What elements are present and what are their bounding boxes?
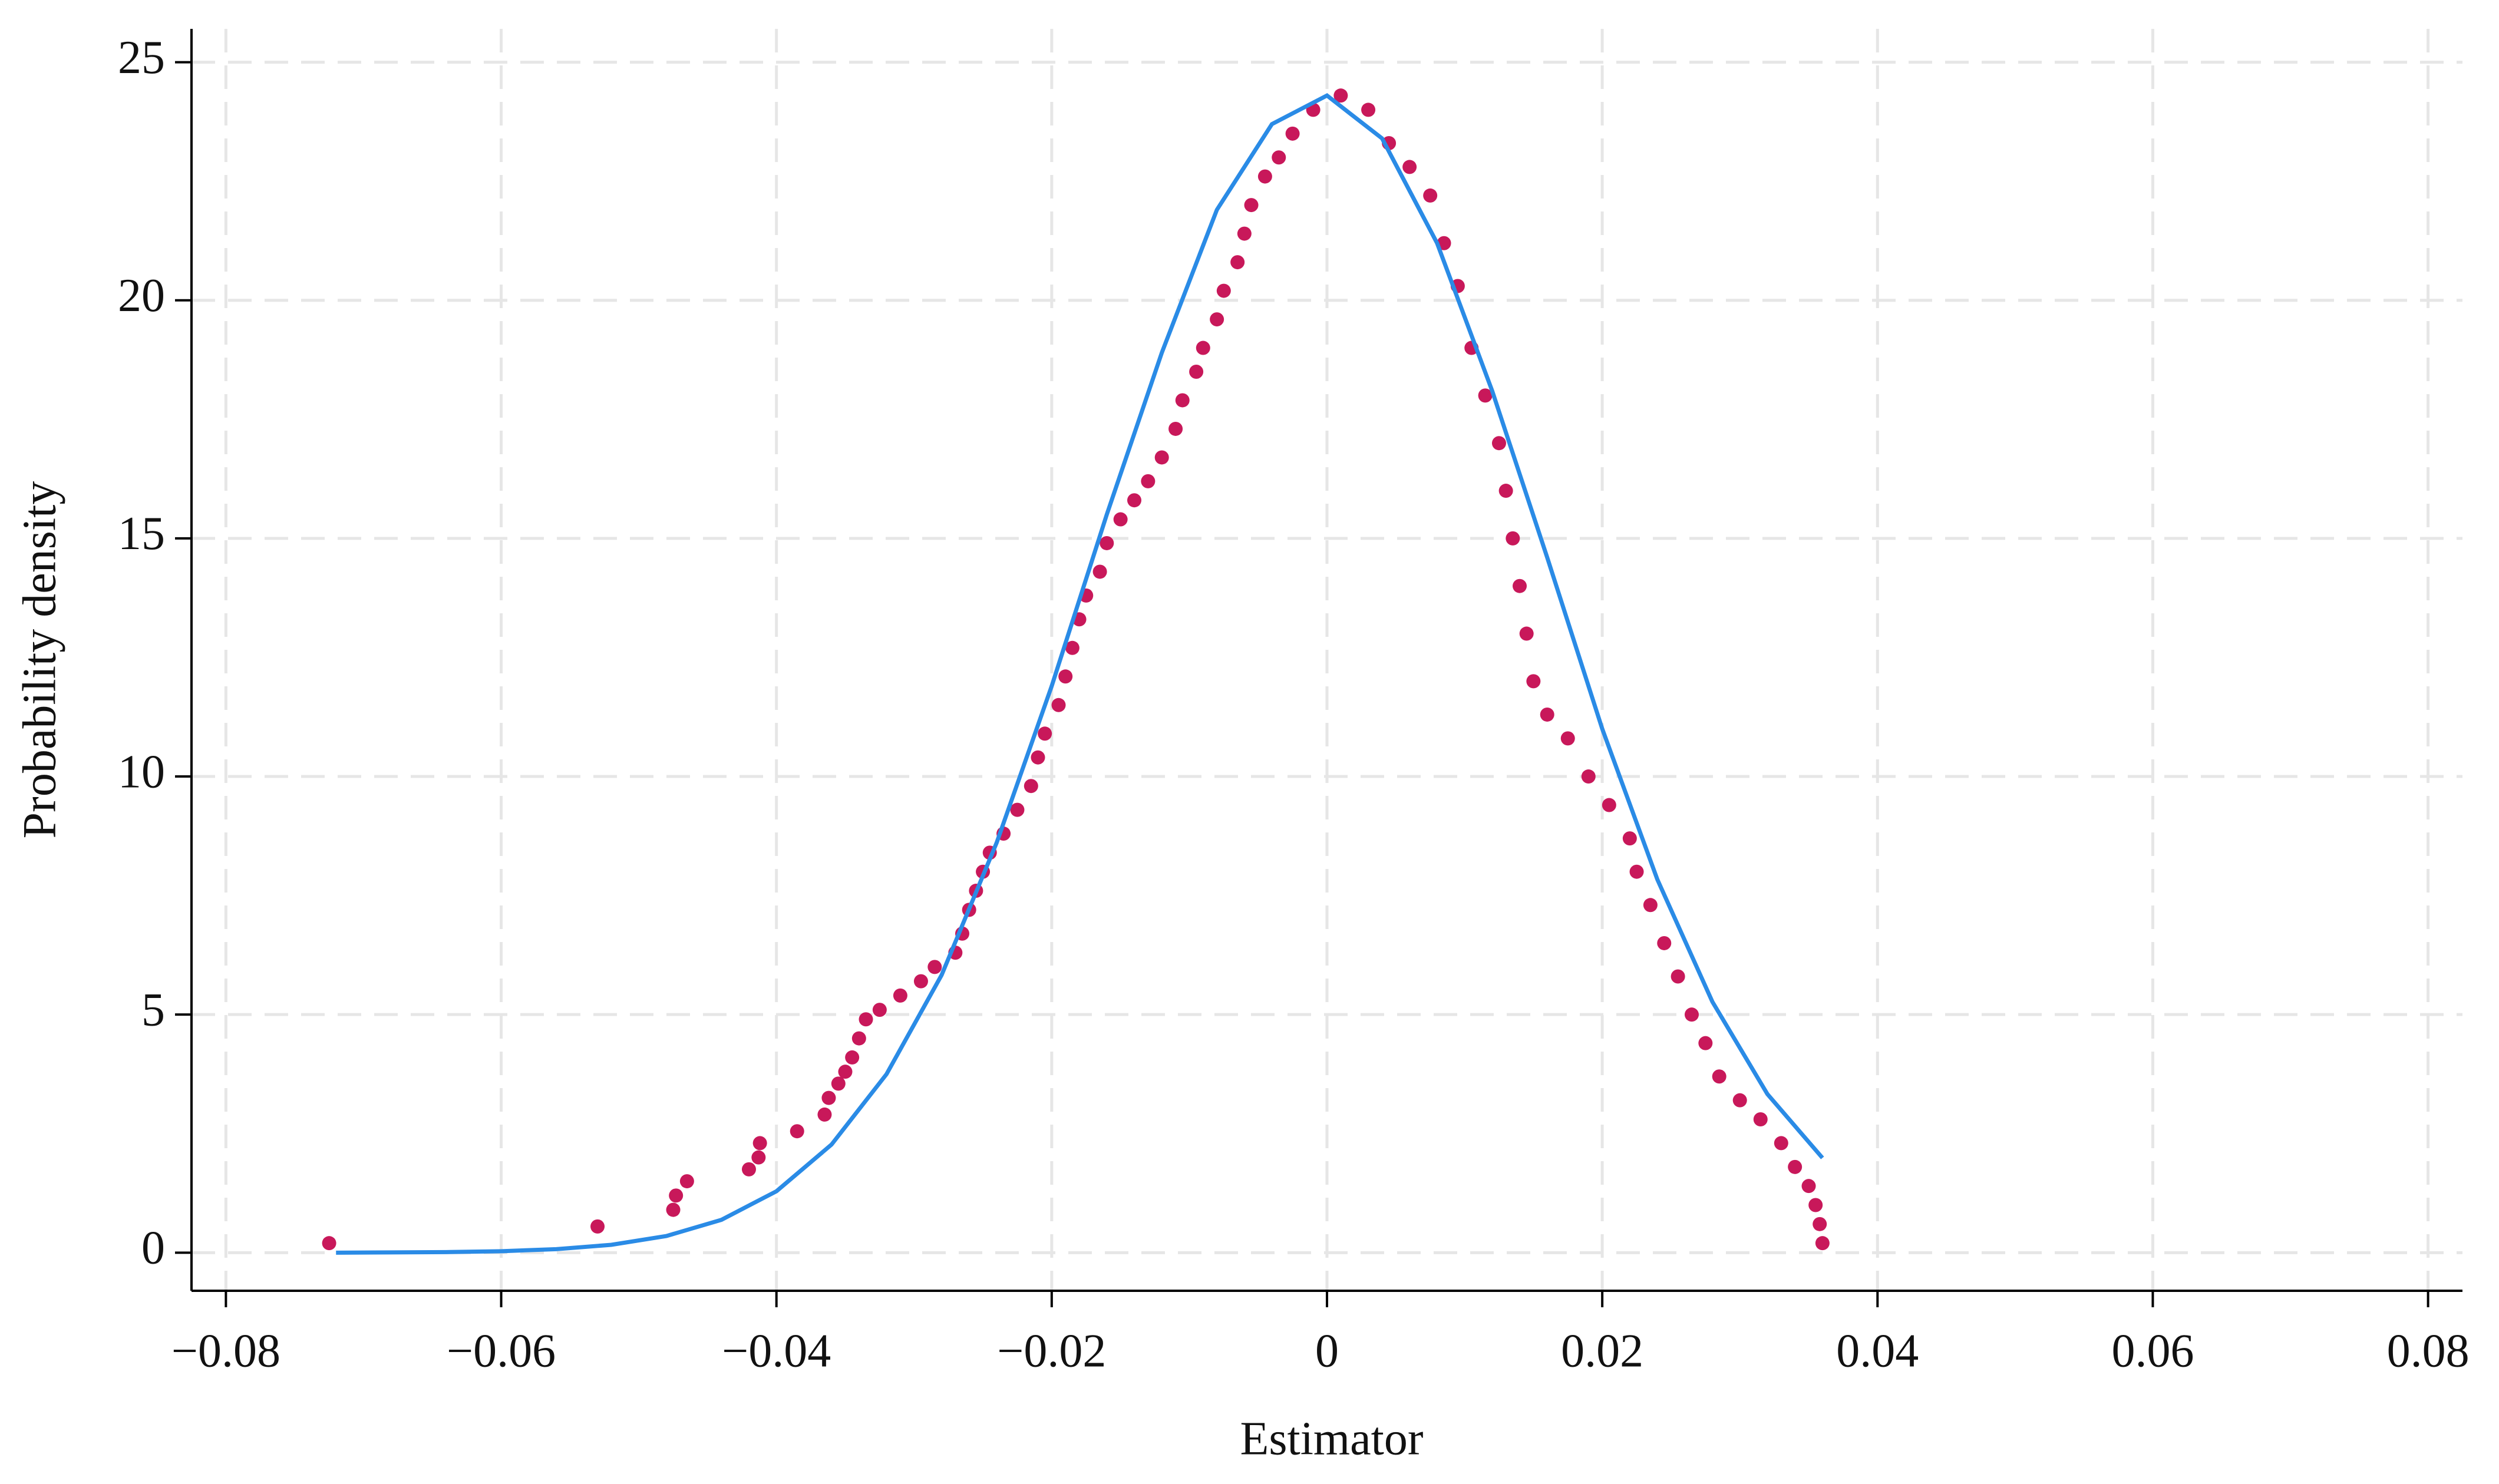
x-tick-label: 0.04 (1836, 1325, 1919, 1377)
point (1216, 283, 1231, 298)
point (1244, 198, 1259, 213)
point (1813, 1217, 1827, 1231)
x-tick-label: −0.08 (171, 1325, 280, 1377)
point (1788, 1159, 1803, 1174)
point (1506, 531, 1520, 546)
point (1230, 255, 1245, 270)
point (1657, 936, 1672, 950)
point (1526, 674, 1541, 689)
point (1051, 698, 1066, 712)
point (1698, 1036, 1713, 1050)
point (1602, 798, 1616, 812)
point (1498, 484, 1513, 498)
point (1168, 421, 1183, 436)
x-tick-label: −0.04 (722, 1325, 831, 1377)
point (1753, 1112, 1768, 1127)
point (741, 1162, 756, 1176)
point (893, 988, 907, 1003)
y-tick-label: 20 (118, 270, 165, 322)
point (1333, 88, 1348, 103)
point (1622, 831, 1637, 846)
point (872, 1003, 887, 1017)
x-tick-label: 0.02 (1561, 1325, 1643, 1377)
point (1141, 474, 1156, 488)
x-axis-title: Estimator (1240, 1413, 1423, 1465)
point (838, 1065, 853, 1079)
point (790, 1124, 804, 1139)
point (1808, 1198, 1823, 1212)
y-axis-title: Probability density (14, 481, 65, 839)
point (1643, 898, 1658, 913)
point (851, 1031, 866, 1046)
point (1478, 388, 1493, 403)
point (1671, 969, 1685, 984)
y-tick-label: 15 (118, 508, 165, 560)
point (1815, 1236, 1830, 1251)
point (1237, 226, 1252, 241)
point (1423, 188, 1438, 203)
point (1113, 512, 1128, 527)
point (752, 1136, 767, 1151)
point (859, 1012, 873, 1027)
point (1038, 726, 1052, 741)
point (1361, 103, 1376, 117)
x-tick-label: −0.06 (447, 1325, 556, 1377)
point (1402, 160, 1417, 174)
point (1774, 1136, 1788, 1151)
point (1581, 769, 1596, 784)
point (1732, 1093, 1747, 1108)
x-tick-label: 0.08 (2387, 1325, 2470, 1377)
point (831, 1076, 846, 1091)
point (1031, 750, 1045, 765)
point (751, 1150, 766, 1165)
x-tick-label: −0.02 (997, 1325, 1106, 1377)
point (913, 974, 928, 989)
point (1100, 536, 1114, 550)
y-tick-label: 10 (118, 746, 165, 798)
point (927, 960, 942, 974)
point (666, 1202, 681, 1217)
point (1519, 626, 1534, 641)
point (845, 1050, 860, 1065)
y-tick-label: 25 (118, 32, 165, 84)
point (1154, 450, 1169, 465)
point (669, 1188, 684, 1203)
point (1257, 169, 1272, 184)
point (1010, 802, 1025, 817)
point (590, 1219, 605, 1234)
y-tick-label: 0 (141, 1222, 165, 1274)
point (1092, 564, 1107, 579)
point (1196, 341, 1210, 355)
point (1175, 393, 1190, 408)
point (1684, 1007, 1699, 1022)
point (1189, 364, 1204, 379)
point (821, 1090, 836, 1105)
point (1540, 707, 1554, 722)
point (1272, 150, 1286, 165)
point (1801, 1179, 1816, 1194)
point (1712, 1069, 1726, 1084)
point (1210, 312, 1224, 327)
point (322, 1236, 336, 1251)
point (1629, 864, 1644, 879)
point (679, 1174, 694, 1189)
x-tick-label: 0 (1315, 1325, 1339, 1377)
point (1285, 126, 1300, 141)
point (817, 1107, 832, 1122)
point (1058, 669, 1073, 684)
x-tick-label: 0.06 (2111, 1325, 2194, 1377)
point (1560, 731, 1575, 746)
point (1127, 493, 1141, 508)
point (1513, 579, 1527, 593)
y-tick-label: 5 (141, 984, 165, 1036)
point (1024, 779, 1038, 794)
point (1491, 436, 1506, 451)
density-line (336, 93, 1824, 1255)
point (1065, 640, 1080, 655)
